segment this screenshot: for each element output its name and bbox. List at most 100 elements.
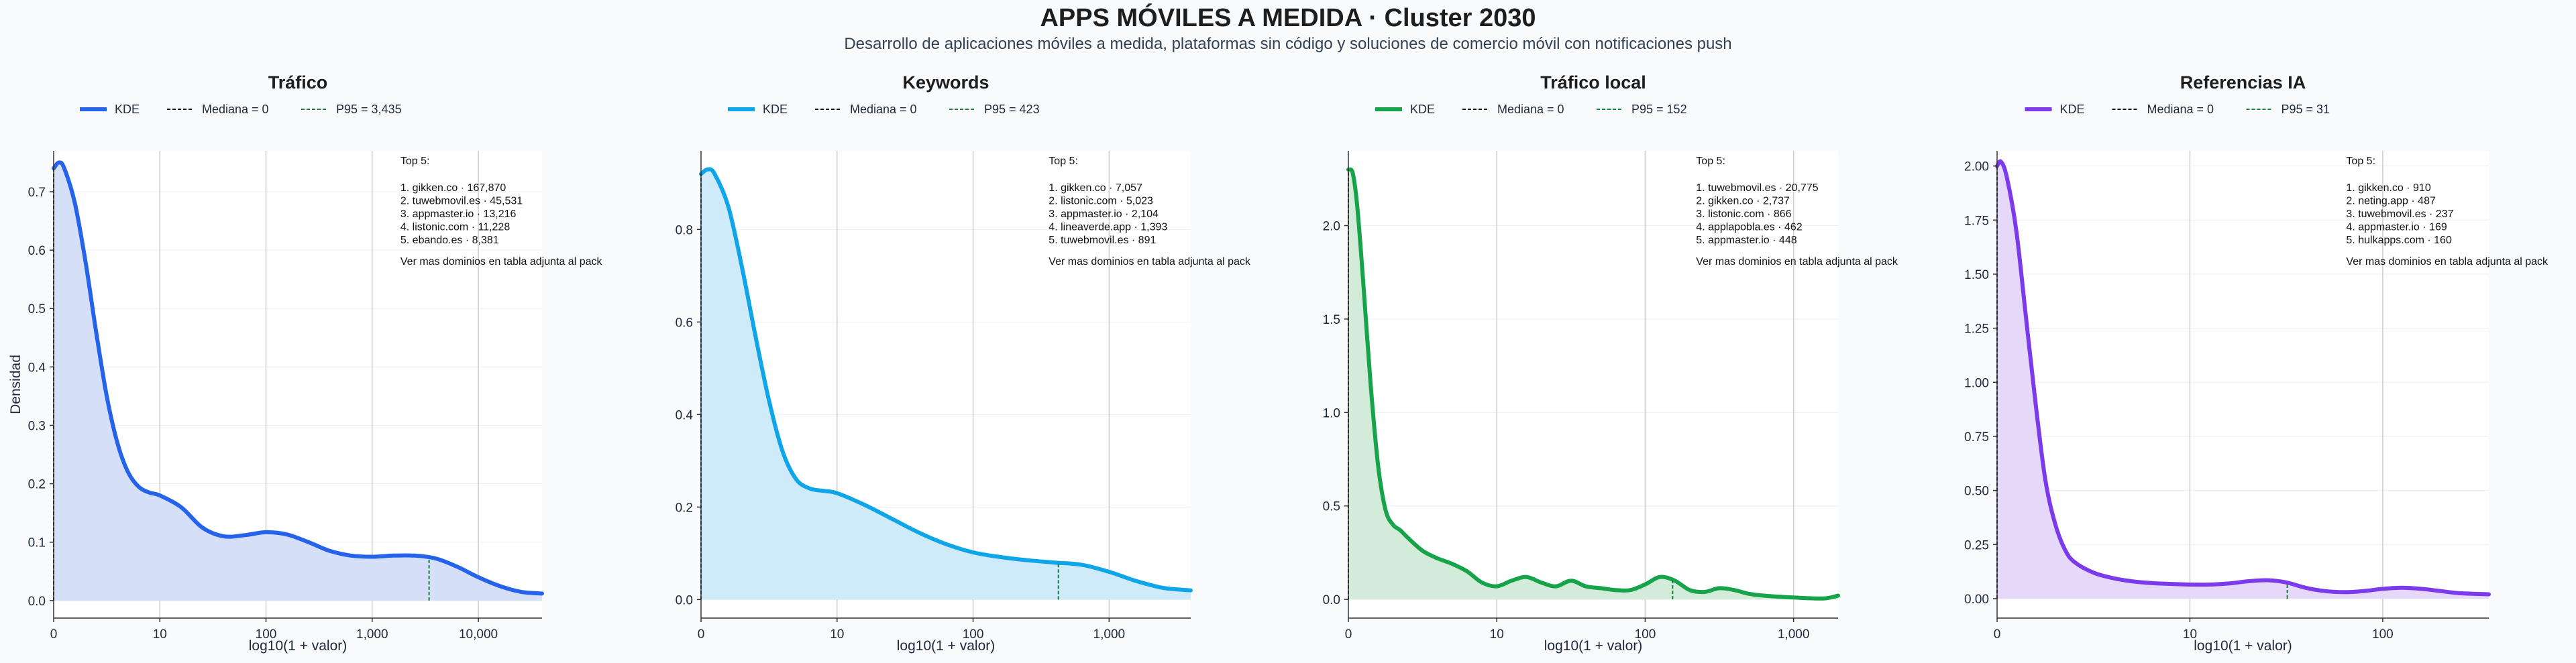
x-axis-label: log10(1 + valor) (2194, 638, 2292, 654)
x-tick-label: 100 (256, 627, 277, 642)
y-tick-label: 1.00 (1964, 376, 1989, 390)
top5-title: Top 5: (400, 156, 430, 167)
kde-area (1997, 161, 2489, 599)
legend: KDE Mediana = 0 P95 = 3,435 (80, 103, 402, 116)
y-tick-label: 0.00 (1964, 593, 1989, 607)
y-tick-label: 1.0 (1323, 406, 1340, 420)
y-tick-label: 1.50 (1964, 268, 1989, 282)
legend-median-label: Mediana = 0 (2147, 103, 2214, 116)
page-subtitle: Desarrollo de aplicaciones móviles a med… (844, 35, 1732, 53)
top5-item: 5. tuwebmovil.es · 891 (1049, 235, 1156, 246)
top5-item: 2. neting.app · 487 (2346, 196, 2436, 207)
legend-p95-label: P95 = 152 (1631, 103, 1687, 116)
panel-title: Tráfico local (1540, 72, 1646, 93)
legend-kde-label: KDE (763, 103, 788, 116)
top5-item: 3. appmaster.io · 2,104 (1049, 208, 1159, 220)
top5-footnote: Ver mas dominios en tabla adjunta al pac… (400, 256, 603, 267)
x-tick-label: 1,000 (1093, 627, 1126, 642)
top5-item: 1. gikken.co · 7,057 (1049, 182, 1142, 194)
y-tick-label: 0.2 (676, 501, 693, 515)
chart-panel: Tráfico local KDE Mediana = 0 P95 = 152 0.0 0… (1323, 72, 1898, 654)
x-tick-label: 1,000 (356, 627, 388, 642)
x-tick-label: 100 (2372, 627, 2394, 642)
top5-item: 4. appmaster.io · 169 (2346, 222, 2447, 233)
x-tick-label: 10 (1490, 627, 1504, 642)
x-tick-label: 10,000 (459, 627, 498, 642)
plot-area (1997, 151, 2489, 618)
x-tick-label: 1,000 (1778, 627, 1810, 642)
top5-item: 2. tuwebmovil.es · 45,531 (400, 196, 523, 207)
top5-footnote: Ver mas dominios en tabla adjunta al pac… (1696, 256, 1898, 267)
legend-p95-label: P95 = 423 (984, 103, 1040, 116)
kde-area (1348, 169, 1838, 600)
top5-item: 2. gikken.co · 2,737 (1696, 196, 1790, 207)
y-tick-label: 0.6 (676, 316, 693, 330)
x-tick-label: 0 (1994, 627, 2001, 642)
y-tick-label: 0.75 (1964, 430, 1989, 444)
y-tick-label: 0.0 (28, 595, 46, 609)
chart-panel: Keywords KDE Mediana = 0 P95 = 423 0.0 0.2 0.4… (676, 72, 1251, 654)
legend-p95-label: P95 = 31 (2282, 103, 2330, 116)
panel-title: Tráfico (268, 72, 328, 93)
y-tick-label: 2.00 (1964, 160, 1989, 174)
x-axis-label: log10(1 + valor) (897, 638, 996, 654)
x-axis-label: log10(1 + valor) (249, 638, 347, 654)
y-tick-label: 1.25 (1964, 322, 1989, 337)
top5-item: 5. hulkapps.com · 160 (2346, 235, 2452, 246)
y-tick-label: 0.5 (28, 302, 46, 316)
chart-panel: Tráfico KDE Mediana = 0 P95 = 3,435 0.0 0.1 0.… (8, 72, 603, 654)
legend-p95-label: P95 = 3,435 (336, 103, 402, 116)
legend-kde-label: KDE (2060, 103, 2085, 116)
x-axis-label: log10(1 + valor) (1544, 638, 1643, 654)
top5-item: 4. lineaverde.app · 1,393 (1049, 222, 1167, 233)
legend-median-label: Mediana = 0 (850, 103, 917, 116)
y-tick-label: 0.4 (28, 361, 46, 375)
chart-panel: Referencias IA KDE Mediana = 0 P95 = 31 0.00… (1964, 72, 2548, 654)
top5-item: 3. appmaster.io · 13,216 (400, 208, 517, 220)
top5-item: 1. gikken.co · 167,870 (400, 182, 506, 194)
kde-line (52, 160, 544, 596)
x-tick-label: 0 (1345, 627, 1352, 642)
y-tick-label: 0.4 (676, 408, 694, 422)
legend-median-label: Mediana = 0 (202, 103, 269, 116)
x-tick-label: 0 (698, 627, 705, 642)
top5-item: 4. applapobla.es · 462 (1696, 222, 1802, 233)
top5-title: Top 5: (1049, 156, 1078, 167)
legend-median-label: Mediana = 0 (1497, 103, 1564, 116)
y-tick-label: 1.75 (1964, 214, 1989, 228)
top5-footnote: Ver mas dominios en tabla adjunta al pac… (1049, 256, 1251, 267)
x-tick-label: 10 (830, 627, 844, 642)
y-tick-label: 1.5 (1323, 313, 1340, 327)
kde-line (1995, 159, 2491, 597)
top5-item: 1. tuwebmovil.es · 20,775 (1696, 182, 1818, 194)
x-tick-label: 100 (1635, 627, 1656, 642)
top5-item: 1. gikken.co · 910 (2346, 182, 2430, 194)
y-tick-label: 0.8 (676, 223, 693, 237)
kde-line (1346, 167, 1840, 601)
y-tick-label: 0.2 (28, 478, 46, 492)
y-axis-label: Densidad (8, 355, 23, 414)
legend-kde-label: KDE (1410, 103, 1435, 116)
panel-title: Referencias IA (2180, 72, 2306, 93)
x-tick-label: 0 (50, 627, 58, 642)
y-tick-label: 0.7 (28, 186, 46, 200)
top5-item: 3. tuwebmovil.es · 237 (2346, 208, 2453, 220)
y-tick-label: 0.6 (28, 244, 46, 258)
legend: KDE Mediana = 0 P95 = 423 (728, 103, 1040, 116)
kde-line (699, 167, 1193, 593)
panel-title: Keywords (902, 72, 989, 93)
page-title: APPS MÓVILES A MEDIDA · Cluster 2030 (1040, 4, 1536, 32)
top5-footnote: Ver mas dominios en tabla adjunta al pac… (2346, 256, 2548, 267)
legend-kde-label: KDE (115, 103, 140, 116)
y-tick-label: 0.0 (1323, 593, 1340, 607)
y-tick-label: 0.3 (28, 419, 46, 433)
plot-area (1348, 151, 1838, 618)
top5-item: 5. appmaster.io · 448 (1696, 235, 1796, 246)
top5-item: 5. ebando.es · 8,381 (400, 235, 499, 246)
y-tick-label: 0.0 (676, 593, 693, 607)
top5-title: Top 5: (1696, 156, 1725, 167)
x-tick-label: 100 (963, 627, 984, 642)
top5-item: 3. listonic.com · 866 (1696, 208, 1791, 220)
